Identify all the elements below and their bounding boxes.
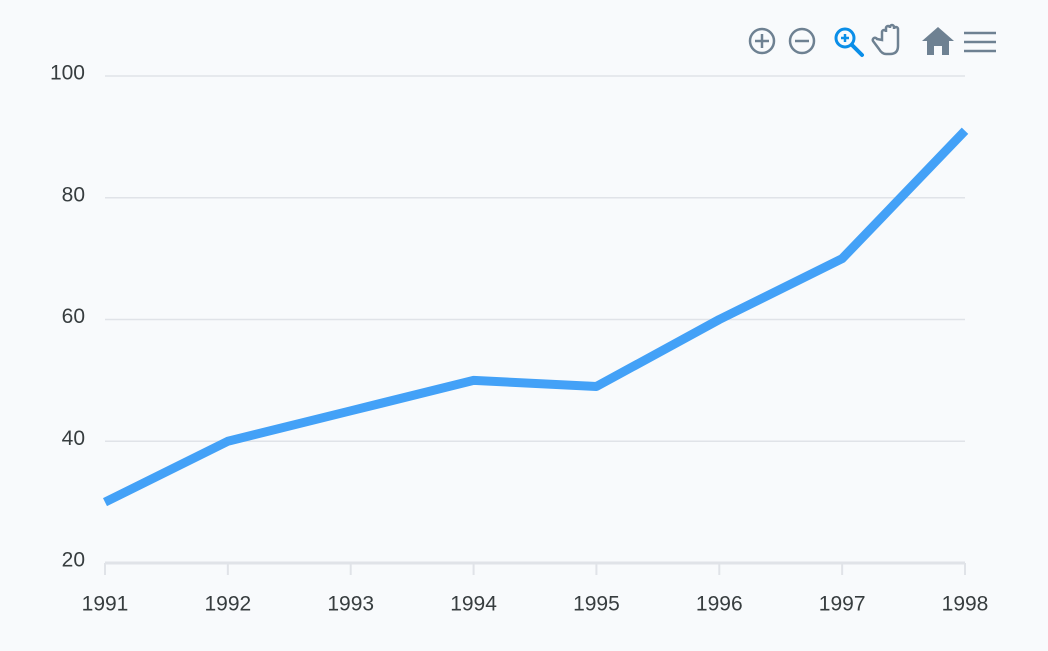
x-tick-label: 1998 bbox=[942, 593, 989, 616]
zoom-in-button[interactable] bbox=[748, 27, 776, 55]
x-tick-label: 1993 bbox=[327, 593, 374, 616]
x-tick-label: 1997 bbox=[819, 593, 866, 616]
pan-button[interactable] bbox=[871, 23, 900, 56]
x-tick-label: 1995 bbox=[573, 593, 620, 616]
x-tick-label: 1992 bbox=[204, 593, 251, 616]
y-tick-label: 100 bbox=[50, 62, 85, 85]
y-tick-label: 40 bbox=[62, 427, 85, 450]
x-tick-label: 1994 bbox=[450, 593, 497, 616]
y-tick-label: 20 bbox=[62, 549, 85, 572]
y-tick-label: 80 bbox=[62, 183, 85, 206]
toolbar bbox=[748, 23, 996, 57]
x-tick-label: 1991 bbox=[82, 593, 129, 616]
selection-zoom-button[interactable] bbox=[834, 27, 864, 57]
x-tick-label: 1996 bbox=[696, 593, 743, 616]
zoom-out-button[interactable] bbox=[788, 27, 816, 55]
y-tick-label: 60 bbox=[62, 305, 85, 328]
menu-button[interactable] bbox=[964, 31, 996, 53]
reset-zoom-button[interactable] bbox=[922, 27, 954, 55]
line-series bbox=[103, 127, 969, 507]
